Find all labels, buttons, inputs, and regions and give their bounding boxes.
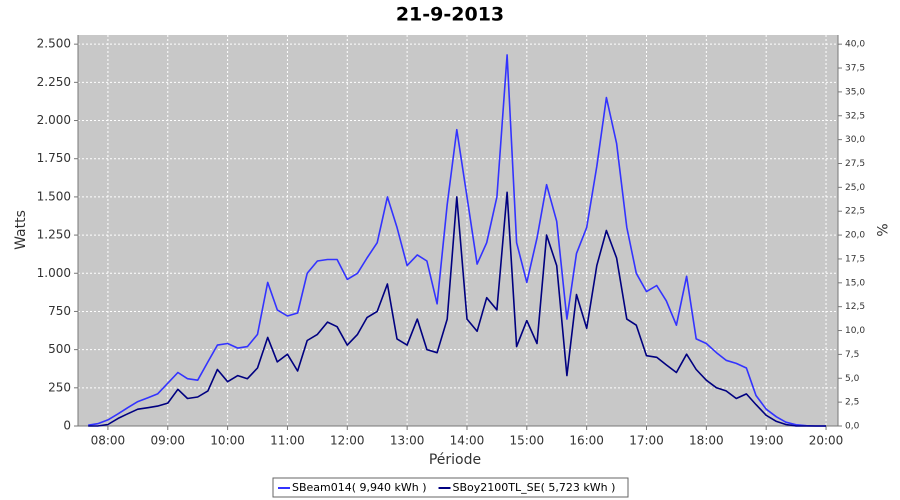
plot-area [78,35,838,426]
y2-tick-label: 22,5 [845,207,865,217]
y2-tick-label: 17,5 [845,254,865,264]
legend-label: SBeam014( 9,940 kWh ) [292,481,427,494]
x-tick-label: 11:00 [270,434,305,448]
y-tick-label: 2.000 [37,113,71,127]
legend-label: SBoy2100TL_SE( 5,723 kWh ) [453,481,616,494]
y2-tick-label: 35,0 [845,87,865,97]
series-line [88,54,826,427]
series-line [88,191,826,427]
x-tick-label: 20:00 [809,434,844,448]
y2-tick-label: 32,5 [845,111,865,121]
y2-tick-label: 2,5 [845,398,859,408]
x-tick-label: 14:00 [450,434,485,448]
y2-tick-label: 12,5 [845,302,865,312]
y-tick-label: 0 [63,419,71,433]
y2-tick-label: 25,0 [845,183,865,193]
y-tick-label: 2.250 [37,75,71,89]
y-tick-label: 750 [48,304,71,318]
x-tick-label: 19:00 [749,434,784,448]
y-tick-label: 1.500 [37,189,71,203]
y2-tick-label: 0,0 [845,422,860,432]
x-tick-label: 10:00 [210,434,245,448]
x-tick-label: 08:00 [91,434,126,448]
x-tick-label: 18:00 [689,434,724,448]
x-tick-label: 16:00 [569,434,604,448]
x-tick-label: 09:00 [150,434,185,448]
x-tick-label: 17:00 [629,434,664,448]
x-axis-label: Période [429,452,481,468]
y2-tick-label: 20,0 [845,231,865,241]
y2-tick-label: 27,5 [845,159,865,169]
y2-tick-label: 7,5 [845,350,859,360]
y-axis-label: Watts [13,210,29,250]
y-tick-label: 250 [48,380,71,394]
y2-tick-label: 37,5 [845,64,865,74]
y2-tick-label: 15,0 [845,278,865,288]
chart-title: 21-9-2013 [396,4,504,26]
y2-tick-label: 10,0 [845,326,865,336]
x-tick-label: 12:00 [330,434,365,448]
y-tick-label: 1.750 [37,151,71,165]
x-tick-label: 15:00 [510,434,545,448]
y-tick-label: 500 [48,342,71,356]
y2-tick-label: 30,0 [845,135,865,145]
y-tick-label: 2.500 [37,37,71,51]
y-tick-label: 1.000 [37,266,71,280]
y2-axis-label: % [873,223,889,236]
x-tick-label: 13:00 [390,434,425,448]
y2-tick-label: 40,0 [845,40,865,50]
y-tick-label: 1.250 [37,228,71,242]
y2-tick-label: 5,0 [845,374,860,384]
